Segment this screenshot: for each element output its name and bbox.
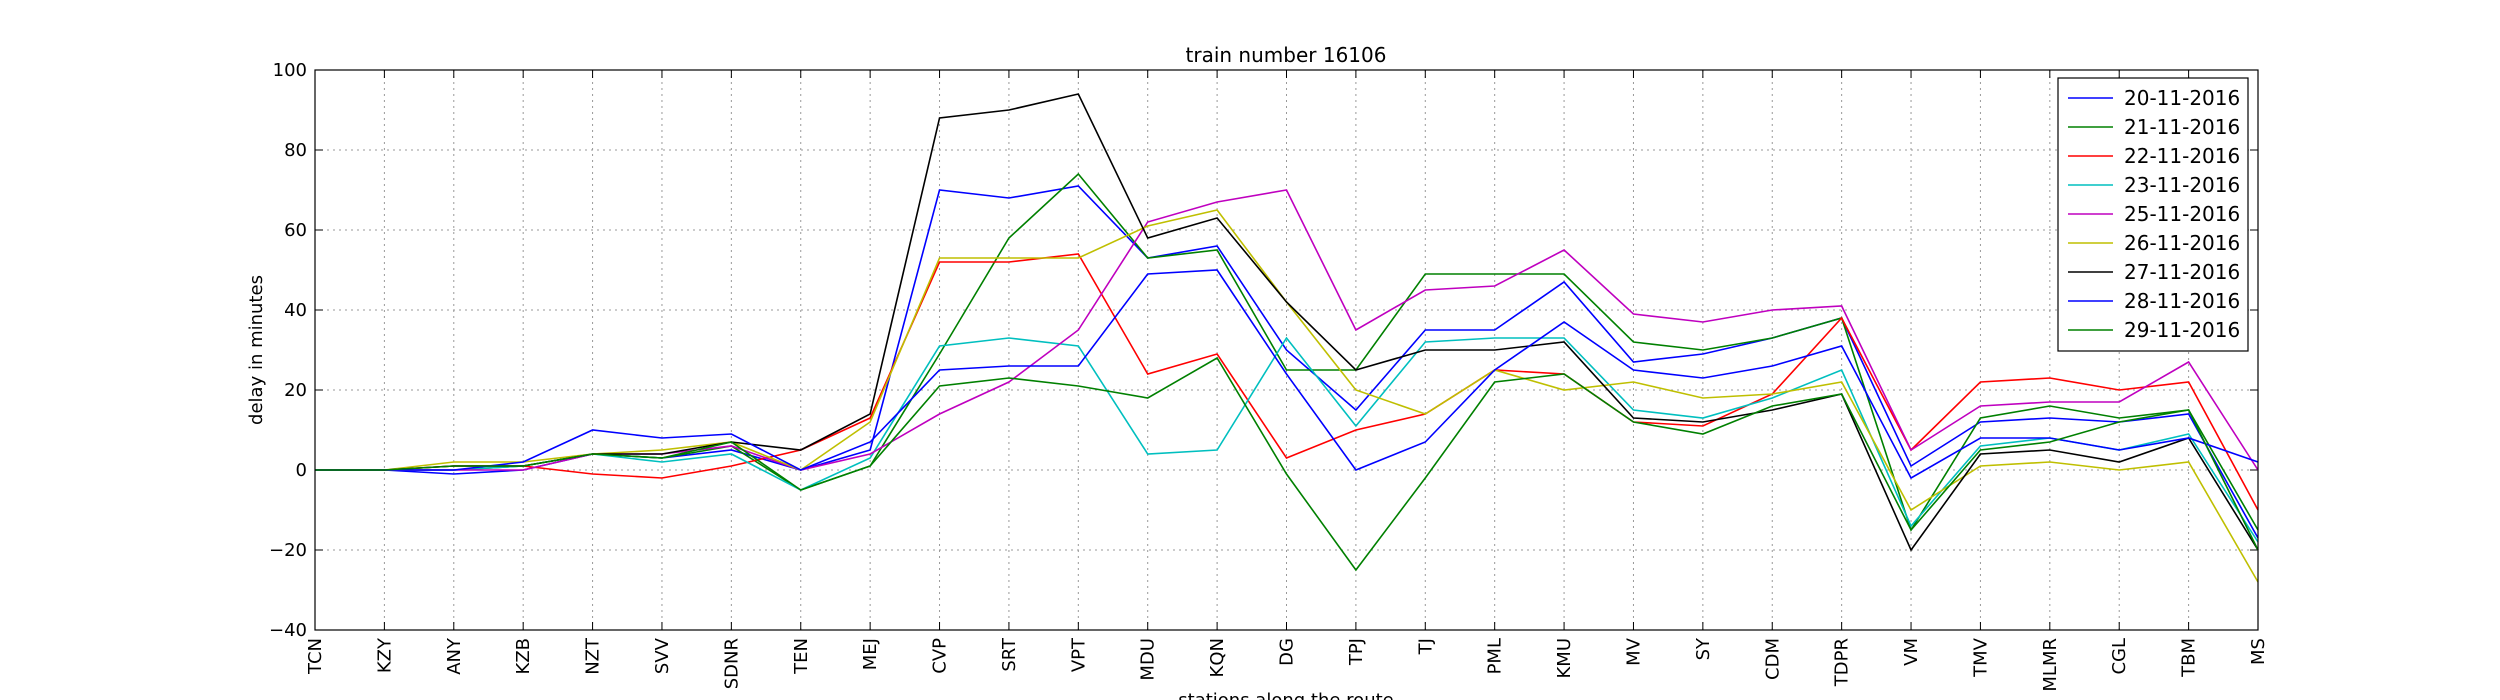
data-line [315, 336, 2259, 543]
x-tick-label: CVP [930, 638, 951, 674]
x-axis-label: stations along the route [1178, 690, 1393, 700]
x-tick-label: KMU [1554, 638, 1575, 679]
x-tick-label: KZB [513, 638, 534, 674]
y-tick-label: 60 [284, 220, 307, 241]
x-tick-label: TEN [791, 638, 812, 675]
legend-label: 29-11-2016 [2124, 318, 2240, 342]
x-tick-label: TDPR [1832, 638, 1853, 687]
x-tick-label: KZY [374, 637, 395, 673]
legend-label: 25-11-2016 [2124, 202, 2240, 226]
data-line [315, 253, 2259, 511]
data-line [315, 356, 2259, 572]
y-tick-label: 80 [284, 140, 307, 161]
x-tick-label: VPT [1068, 637, 1089, 672]
x-tick-label: TJ [1415, 638, 1436, 655]
y-tick-label: 40 [284, 300, 307, 321]
plot-frame [314, 69, 2259, 631]
legend-label: 21-11-2016 [2124, 115, 2240, 139]
legend-label: 26-11-2016 [2124, 231, 2240, 255]
x-tick-label: CDM [1762, 638, 1783, 680]
x-tick-label: MLMR [2040, 638, 2061, 692]
x-tick-label: VM [1901, 638, 1922, 666]
x-tick-label: MS [2248, 638, 2269, 665]
data-line [315, 269, 2259, 480]
x-tick-label: MEJ [860, 638, 881, 670]
data-line [315, 93, 2259, 552]
y-axis-label: delay in minutes [246, 275, 267, 425]
y-tick-label: −40 [269, 620, 307, 641]
x-tick-label: NZT [583, 637, 604, 675]
x-tick-label: CGL [2109, 638, 2130, 675]
x-tick-label: TPJ [1346, 638, 1367, 666]
x-tick-label: DG [1277, 638, 1298, 666]
legend-label: 22-11-2016 [2124, 144, 2240, 168]
x-tick-label: SDNR [721, 638, 742, 689]
x-tick-label: TCN [305, 638, 326, 675]
legend-label: 23-11-2016 [2124, 173, 2240, 197]
legend-label: 20-11-2016 [2124, 86, 2240, 110]
x-tick-label: SRT [999, 637, 1020, 672]
x-tick-label: MV [1623, 637, 1644, 666]
y-tick-label: 100 [273, 60, 307, 81]
y-tick-label: 20 [284, 380, 307, 401]
y-tick-label: 0 [296, 460, 307, 481]
x-tick-label: PML [1485, 638, 1506, 674]
chart-title: train number 16106 [1186, 43, 1387, 67]
x-tick-label: ANY [444, 637, 465, 675]
legend-label: 28-11-2016 [2124, 289, 2240, 313]
x-tick-label: TBM [2179, 638, 2200, 678]
legend-label: 27-11-2016 [2124, 260, 2240, 284]
x-tick-label: KQN [1207, 638, 1228, 677]
x-tick-label: SY [1693, 637, 1714, 660]
x-tick-label: TMV [1970, 637, 1991, 678]
x-tick-label: SVV [652, 637, 673, 674]
y-tick-label: −20 [269, 540, 307, 561]
x-tick-label: MDU [1138, 638, 1159, 681]
